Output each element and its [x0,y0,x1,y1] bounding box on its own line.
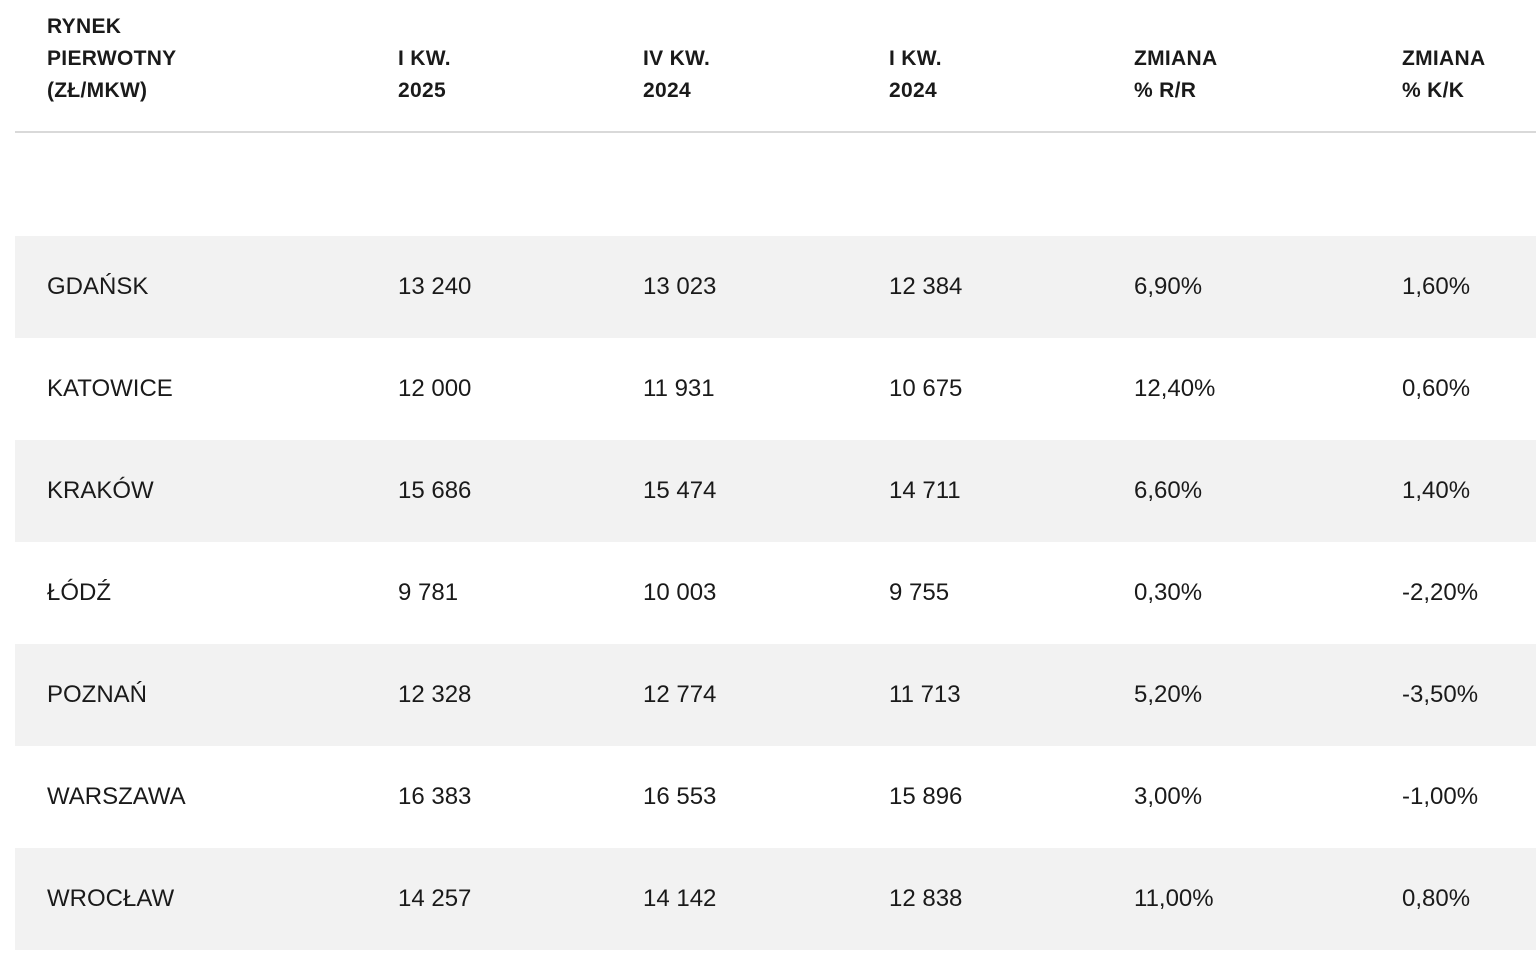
change-cell: 6,90% [1134,273,1203,300]
header-q4-2024-line: IV KW. [643,47,711,70]
value-cell: 14 142 [643,885,717,912]
table-header: RYNEK PIERWOTNY (ZŁ/MKW) I KW. 2025 IV K… [15,0,1536,133]
change-cell: 0,80% [1402,885,1471,912]
header-q1-2024-line: 2024 [889,79,937,102]
change-cell: 11,00% [1134,885,1214,912]
table-row: WARSZAWA 16 383 16 553 15 896 3,00% -1,0… [15,746,1536,848]
city-cell: POZNAŃ [47,681,148,708]
header-q1-2024-line: I KW. [889,47,942,70]
header-change-yoy-line: % R/R [1134,79,1197,102]
header-q1-2025-line: I KW. [398,47,451,70]
value-cell: 9 781 [398,579,459,606]
value-cell: 12 774 [643,681,717,708]
header-q4-2024: IV KW. 2024 [643,43,710,107]
price-table: RYNEK PIERWOTNY (ZŁ/MKW) I KW. 2025 IV K… [15,0,1536,950]
value-cell: 9 755 [889,579,950,606]
change-cell: 0,60% [1402,375,1471,402]
value-cell: 15 896 [889,783,963,810]
value-cell: 13 023 [643,273,717,300]
city-cell: ŁÓDŹ [47,579,112,606]
change-cell: 6,60% [1134,477,1203,504]
change-cell: 1,60% [1402,273,1471,300]
change-cell: -2,20% [1402,579,1479,606]
header-q1-2025-line: 2025 [398,79,446,102]
header-change-qoq-line: ZMIANA [1402,47,1486,70]
value-cell: 11 931 [643,375,715,402]
city-cell: GDAŃSK [47,273,149,300]
city-cell: KATOWICE [47,375,173,402]
table-row: POZNAŃ 12 328 12 774 11 713 5,20% -3,50% [15,644,1536,746]
city-cell: WARSZAWA [47,783,186,810]
table-row: KATOWICE 12 000 11 931 10 675 12,40% 0,6… [15,338,1536,440]
header-market-line: PIERWOTNY [47,47,177,70]
value-cell: 11 713 [889,681,961,708]
table-row: ŁÓDŹ 9 781 10 003 9 755 0,30% -2,20% [15,542,1536,644]
change-cell: 1,40% [1402,477,1471,504]
value-cell: 14 257 [398,885,472,912]
value-cell: 10 003 [643,579,717,606]
change-cell: 3,00% [1134,783,1203,810]
value-cell: 15 474 [643,477,717,504]
change-cell: -3,50% [1402,681,1479,708]
change-cell: 0,30% [1134,579,1203,606]
header-q4-2024-line: 2024 [643,79,691,102]
header-market-line: RYNEK [47,15,122,38]
city-cell: KRAKÓW [47,477,154,504]
change-cell: 5,20% [1134,681,1203,708]
value-cell: 16 553 [643,783,717,810]
change-cell: 12,40% [1134,375,1216,402]
table-row: WROCŁAW 14 257 14 142 12 838 11,00% 0,80… [15,848,1536,950]
value-cell: 12 838 [889,885,963,912]
value-cell: 12 328 [398,681,472,708]
value-cell: 16 383 [398,783,472,810]
header-spacer [15,133,1536,236]
change-cell: -1,00% [1402,783,1479,810]
value-cell: 13 240 [398,273,472,300]
table-row: GDAŃSK 13 240 13 023 12 384 6,90% 1,60% [15,236,1536,338]
value-cell: 12 384 [889,273,963,300]
header-q1-2024: I KW. 2024 [889,43,942,107]
header-change-qoq-line: % K/K [1402,79,1465,102]
header-q1-2025: I KW. 2025 [398,43,451,107]
table-row: KRAKÓW 15 686 15 474 14 711 6,60% 1,40% [15,440,1536,542]
header-change-qoq: ZMIANA % K/K [1402,43,1485,107]
header-change-yoy: ZMIANA % R/R [1134,43,1217,107]
city-cell: WROCŁAW [47,885,175,912]
value-cell: 15 686 [398,477,472,504]
value-cell: 14 711 [889,477,961,504]
header-change-yoy-line: ZMIANA [1134,47,1218,70]
value-cell: 12 000 [398,375,472,402]
header-market: RYNEK PIERWOTNY (ZŁ/MKW) [47,11,177,107]
header-market-line: (ZŁ/MKW) [47,79,148,102]
value-cell: 10 675 [889,375,963,402]
